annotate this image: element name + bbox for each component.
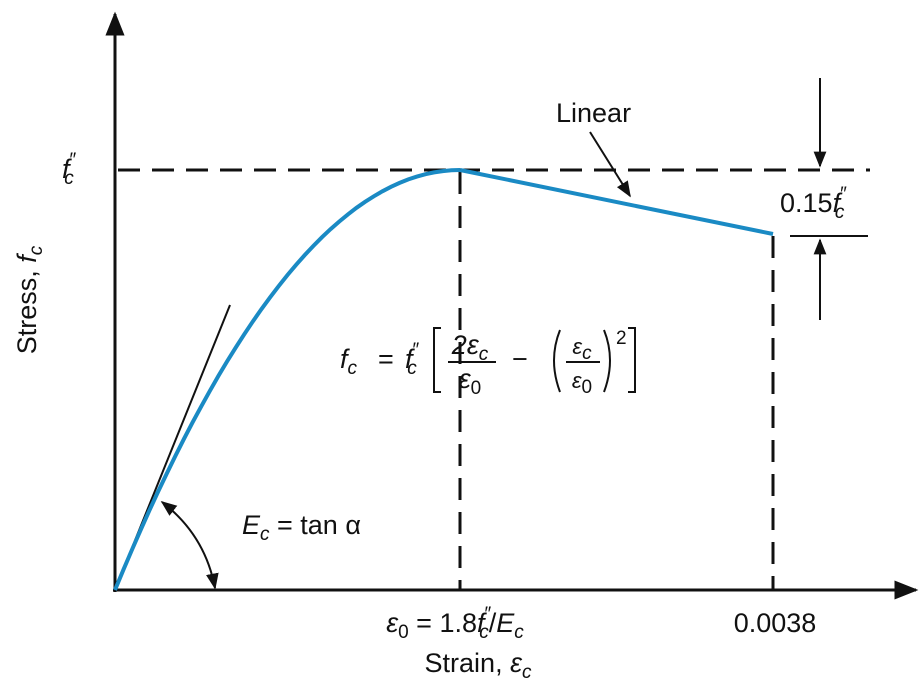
formula-lhs: fc — [340, 344, 358, 379]
x-axis-label: Strain, εc — [425, 648, 532, 683]
power: 2 — [616, 328, 627, 349]
formula: fc = f″ c 2εc ε0 − εc ε0 2 — [340, 327, 636, 399]
modulus-label: Ec = tan α — [242, 510, 361, 545]
numerator: 2εc — [451, 330, 489, 365]
angle-arc — [160, 501, 219, 590]
drop-label: 0.15f″ c — [780, 184, 847, 223]
ultimate-strain-label: 0.0038 — [734, 608, 817, 638]
paren — [603, 329, 611, 393]
stress-strain-curve — [113, 168, 461, 591]
linear-pointer — [589, 131, 631, 198]
y-axis-label: Stress, fc — [12, 245, 47, 354]
denominator: ε0 — [572, 368, 592, 398]
linear-branch — [459, 168, 774, 236]
paren — [553, 329, 561, 393]
peak-stress-label: f″ c — [62, 150, 77, 189]
bracket — [433, 327, 441, 393]
peak-strain-label: ε0 = 1.8f″ c/Ec — [386, 604, 524, 643]
linear-label: Linear — [556, 98, 631, 128]
formula-f: f″ c — [405, 340, 420, 379]
formula-eq: = — [378, 344, 394, 374]
numerator: εc — [572, 334, 592, 364]
denominator: ε0 — [459, 364, 481, 399]
bracket — [628, 327, 636, 393]
minus: − — [512, 344, 528, 374]
